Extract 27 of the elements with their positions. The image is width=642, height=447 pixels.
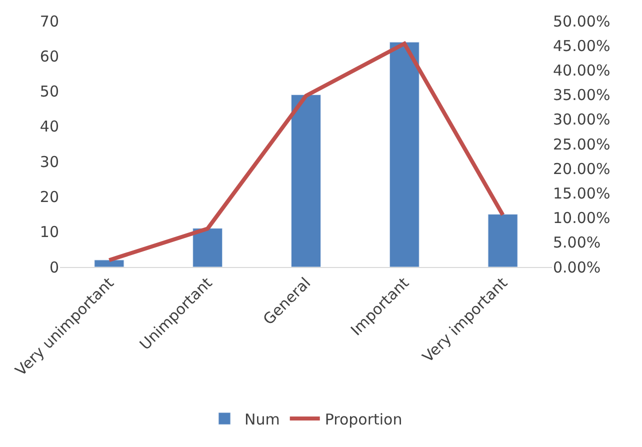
y-tick-label: 30 bbox=[40, 152, 59, 171]
legend-label: Num bbox=[244, 410, 280, 428]
y2-tick-label: 30.00% bbox=[553, 110, 610, 129]
y2-tick-label: 25.00% bbox=[553, 135, 610, 154]
y2-tick-label: 45.00% bbox=[553, 36, 610, 55]
bar bbox=[389, 42, 420, 267]
y-tick-label: 40 bbox=[40, 118, 59, 136]
y2-tick-label: 15.00% bbox=[553, 184, 610, 202]
line-series bbox=[107, 42, 505, 262]
y2-tick-label: 50.00% bbox=[553, 12, 610, 30]
y-tick-label: 60 bbox=[40, 47, 59, 66]
y-tick-label: 0 bbox=[49, 258, 59, 276]
y-tick-label: 20 bbox=[40, 188, 59, 206]
y2-tick-label: 40.00% bbox=[553, 61, 610, 80]
y2-tick-label: 5.00% bbox=[553, 234, 601, 252]
bar bbox=[488, 214, 518, 267]
y2-tick-label: 10.00% bbox=[553, 209, 610, 228]
bar bbox=[94, 260, 124, 267]
y2-tick-label: 0.00% bbox=[553, 258, 601, 276]
legend-label: Proportion bbox=[324, 410, 402, 428]
y-tick-label: 50 bbox=[40, 82, 59, 101]
y-tick-label: 70 bbox=[40, 12, 59, 30]
y2-tick-label: 20.00% bbox=[553, 160, 610, 178]
y-tick-label: 10 bbox=[40, 223, 59, 242]
y2-tick-label: 35.00% bbox=[553, 86, 610, 104]
bar bbox=[192, 228, 223, 267]
bar bbox=[290, 94, 322, 267]
